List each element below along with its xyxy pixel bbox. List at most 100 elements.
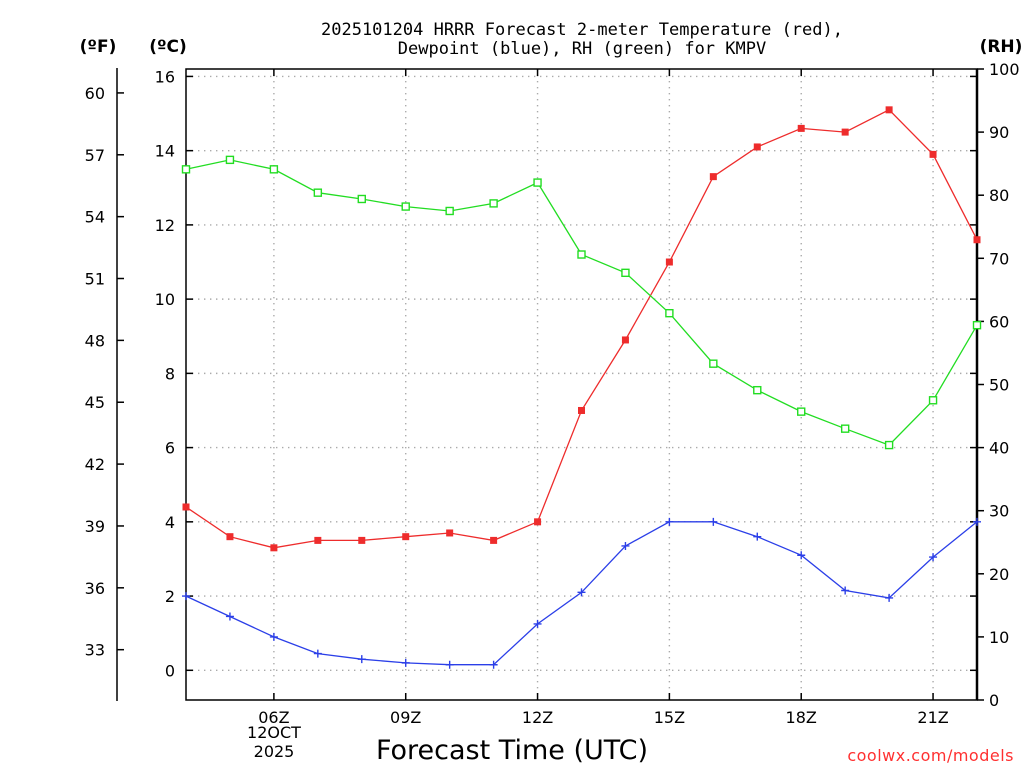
temperature-point-8 [358,536,366,544]
temperature-point-12 [534,518,542,526]
dewpoint-point-12 [533,619,542,628]
temperature-point-11 [490,536,498,544]
rh-point-11 [489,199,498,208]
temperature-point-10 [446,529,454,537]
rh-point-15 [665,308,674,318]
dewpoint-point-9 [401,658,410,667]
dewpoint-point-17 [753,532,762,541]
x-tick-label-06Z: 06Z [258,708,289,727]
x-tick-label-12Z: 12Z [522,708,553,727]
celsius-unit-label: (ºC) [149,37,187,57]
y-tick-label-celsius-0: 0 [165,661,175,680]
dewpoint-point-13 [577,588,586,597]
dewpoint-point-10 [445,660,454,669]
x-tick-label-21Z: 21Z [917,708,948,727]
temperature-point-19 [841,128,849,136]
rh-point-21 [928,396,938,405]
y-tick-label-rh-50: 50 [989,376,1009,395]
y-tick-label-fahrenheit-33: 33 [85,641,105,660]
y-tick-label-celsius-12: 12 [155,216,175,235]
temperature-point-4 [182,503,190,511]
y-tick-label-celsius-14: 14 [155,142,175,161]
rh-point-4 [181,165,191,174]
temperature-point-7 [314,536,322,544]
rh-point-6 [269,165,279,174]
date-label-day: 12OCT [247,723,301,742]
y-tick-label-fahrenheit-48: 48 [85,331,105,350]
dewpoint-point-21 [929,553,938,562]
rh-point-14 [621,268,630,278]
y-tick-label-fahrenheit-42: 42 [85,455,105,474]
dewpoint-point-19 [841,586,850,595]
dewpoint-point-14 [621,541,630,550]
x-tick-label-09Z: 09Z [390,708,421,727]
rh-line [185,159,978,446]
credit-text: coolwx.com/models [847,746,1014,765]
temperature-point-16 [709,173,717,181]
dewpoint-point-4 [182,592,190,601]
y-tick-label-rh-80: 80 [989,186,1009,205]
rh-point-18 [797,407,806,416]
y-tick-label-fahrenheit-60: 60 [85,84,105,103]
rh-point-16 [709,359,718,368]
series-layer [181,106,982,669]
y-tick-label-fahrenheit-39: 39 [85,517,105,536]
chart-subtitle: Dewpoint (blue), RH (green) for KMPV [398,39,766,59]
rh-point-5 [225,155,235,165]
temperature-point-14 [621,336,629,344]
dewpoint-point-11 [489,660,498,669]
y-tick-label-rh-20: 20 [989,565,1009,584]
series-dewpoint [182,517,981,669]
y-tick-label-fahrenheit-54: 54 [85,208,105,227]
dewpoint-point-16 [709,517,718,526]
temperature-point-17 [753,143,761,151]
dewpoint-point-8 [357,655,366,664]
temperature-point-13 [578,406,585,414]
y-tick-label-rh-40: 40 [989,439,1009,458]
rh-point-9 [401,202,410,211]
dewpoint-point-15 [665,517,674,526]
temperature-point-22 [973,236,981,244]
y-tick-label-celsius-10: 10 [155,290,175,309]
date-label-year: 2025 [254,742,295,761]
rh-point-13 [577,250,586,259]
y-tick-label-rh-90: 90 [989,123,1009,142]
y-tick-label-fahrenheit-51: 51 [85,270,105,289]
rh-point-12 [533,178,542,187]
rh-point-8 [357,194,366,204]
y-tick-label-rh-30: 30 [989,502,1009,521]
temperature-point-15 [665,258,673,266]
dewpoint-point-6 [269,632,278,641]
temperature-line [185,109,978,549]
y-tick-label-fahrenheit-36: 36 [85,579,105,598]
y-tick-label-celsius-6: 6 [165,439,175,458]
series-temperature [182,106,981,552]
temperature-point-5 [226,533,234,541]
y-tick-label-rh-70: 70 [989,249,1009,268]
rh-point-19 [840,424,850,433]
plot-frame [185,68,978,701]
rh-point-22 [972,320,982,330]
x-tick-label-15Z: 15Z [654,708,685,727]
rh-point-7 [313,188,323,197]
y-tick-label-celsius-16: 16 [155,67,175,86]
dewpoint-point-5 [225,612,234,621]
y-tick-label-celsius-4: 4 [165,513,175,532]
temperature-point-18 [797,124,805,132]
x-axis-label: Forecast Time (UTC) [376,735,648,766]
dewpoint-point-20 [885,593,894,602]
rh-unit-label: (RH) [980,37,1023,57]
temperature-point-20 [885,106,893,114]
temperature-point-21 [929,150,937,158]
dewpoint-point-7 [313,649,322,658]
y-tick-label-celsius-8: 8 [165,364,175,383]
y-tick-label-fahrenheit-45: 45 [85,393,105,412]
x-tick-label-18Z: 18Z [786,708,817,727]
chart-title: 2025101204 HRRR Forecast 2-meter Tempera… [321,20,843,40]
series-rh [181,155,982,450]
temperature-point-6 [270,544,278,552]
fahrenheit-unit-label: (ºF) [80,37,117,57]
dewpoint-point-22 [973,517,981,526]
y-tick-label-rh-100: 100 [989,60,1020,79]
